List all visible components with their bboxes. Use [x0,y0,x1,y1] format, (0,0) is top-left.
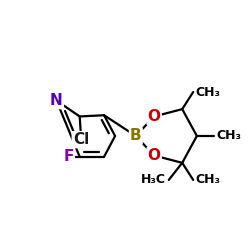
Text: O: O [148,148,161,163]
Text: B: B [130,128,142,144]
Text: Cl: Cl [73,132,89,147]
Text: O: O [148,109,161,124]
Text: N: N [50,93,63,108]
Text: H₃C: H₃C [141,174,166,186]
Text: CH₃: CH₃ [216,130,242,142]
Text: CH₃: CH₃ [196,86,221,98]
Text: F: F [64,149,74,164]
Text: CH₃: CH₃ [196,174,221,186]
